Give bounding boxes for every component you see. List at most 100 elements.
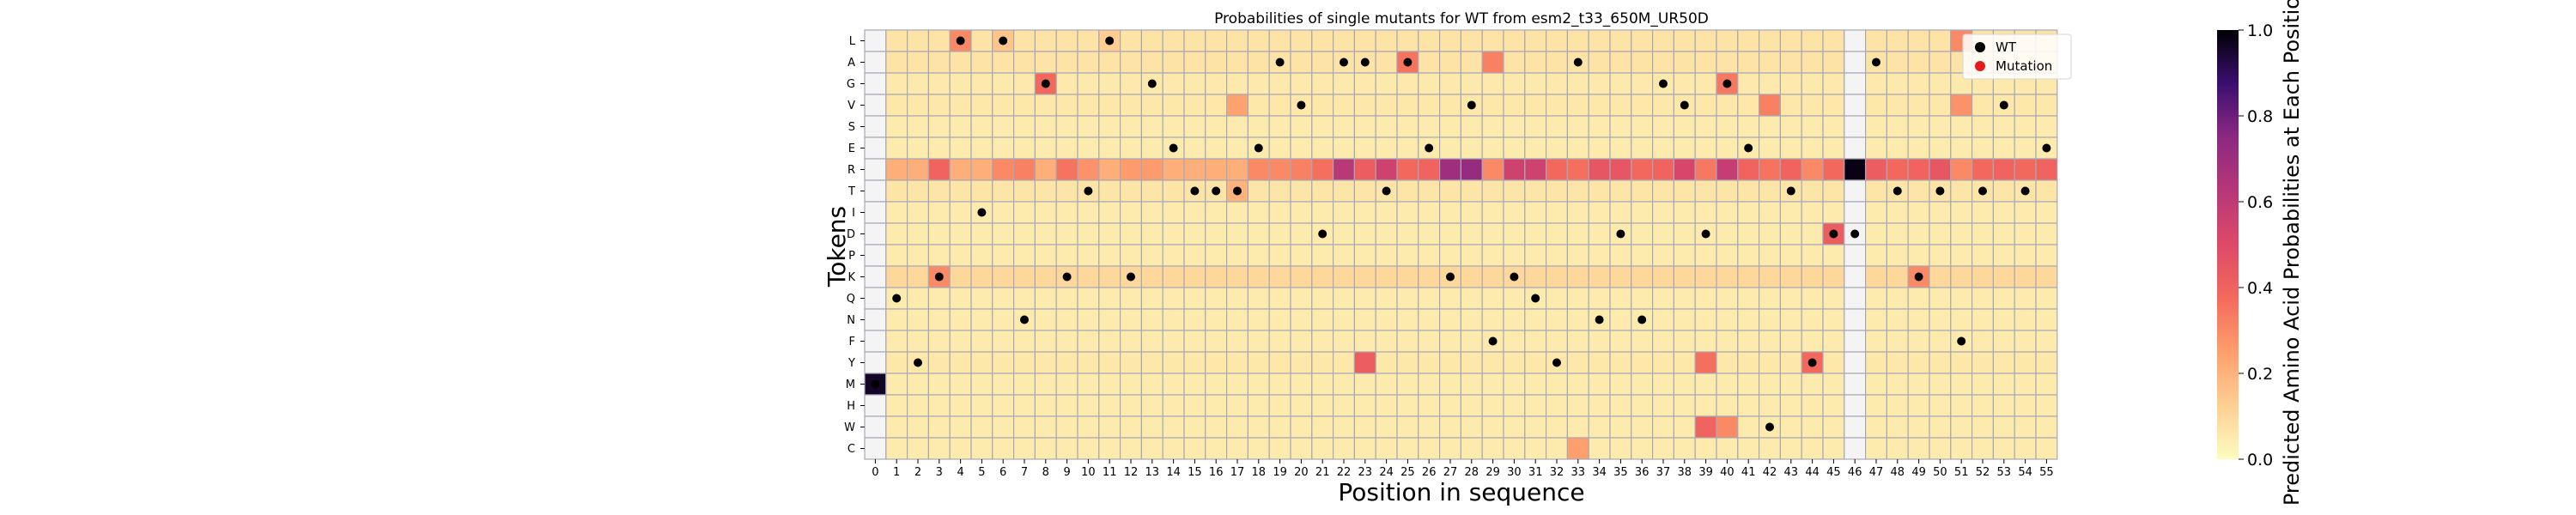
heatmap-cell [2014,287,2037,310]
heatmap-cell [1396,115,1419,138]
heatmap-cell [1098,308,1121,331]
heatmap-cell [1183,29,1206,52]
heatmap-cell [1865,308,1888,331]
heatmap-cell [1290,179,1313,203]
heatmap-cell [1012,373,1036,396]
heatmap-cell [1353,351,1376,374]
heatmap-cell [1992,394,2015,417]
heatmap-cell [1332,415,1355,439]
heatmap-cell [1865,351,1888,374]
heatmap-cell [1055,158,1078,181]
heatmap-cell [1801,308,1824,331]
heatmap-cell [1332,29,1355,52]
heatmap-cell [1844,94,1867,117]
heatmap-cell [1460,201,1483,224]
heatmap-cell [1886,265,1909,288]
x-tick-label: 19 [1273,466,1287,479]
heatmap-cell [1162,72,1185,95]
heatmap-cell [1844,265,1867,288]
heatmap-cell [1460,222,1483,245]
heatmap-cell [1034,179,1057,203]
heatmap-cell [1183,94,1206,117]
heatmap-cell [1779,265,1802,288]
heatmap-cell [1759,244,1782,267]
heatmap-cell [1247,158,1270,181]
heatmap-cell [1396,308,1419,331]
heatmap-cell [1183,72,1206,95]
heatmap-cell [1716,222,1739,245]
x-tick-label: 52 [1976,466,1990,479]
x-tick-label: 55 [2039,466,2054,479]
colorbar-tick-label: 1.0 [2247,21,2273,40]
wt-marker [1425,143,1434,153]
heatmap-cell [992,351,1015,374]
heatmap-cell [1268,115,1291,138]
heatmap-cell [1247,244,1270,267]
heatmap-cell [1119,415,1142,439]
heatmap-cell [1759,373,1782,396]
heatmap-cell [1907,72,1930,95]
heatmap-cell [1077,51,1100,74]
heatmap-cell [1631,201,1654,224]
heatmap-cell [1247,287,1270,310]
heatmap-cells [864,29,2058,460]
heatmap-cell [1759,201,1782,224]
heatmap-cell [1737,265,1760,288]
x-tick-label: 23 [1358,466,1373,479]
heatmap-cell [970,308,993,331]
heatmap-cell [949,330,972,353]
heatmap-cell [1779,330,1802,353]
wt-marker [1147,79,1157,88]
heatmap-cell [949,115,972,138]
heatmap-cell [2035,308,2058,331]
heatmap-cell [1737,330,1760,353]
heatmap-cell [1971,394,1995,417]
heatmap-cell [1716,136,1739,160]
heatmap-cell [1375,72,1398,95]
heatmap-cell [1673,115,1696,138]
wt-marker [1680,100,1689,110]
heatmap-cell [864,308,887,331]
heatmap-cell [1225,394,1249,417]
heatmap-cell [885,330,908,353]
heatmap-cell [864,94,887,117]
heatmap-cell [1524,51,1547,74]
heatmap-cell [1077,330,1100,353]
chart-title: Probabilities of single mutants for WT f… [1214,10,1709,27]
heatmap-cell [1332,201,1355,224]
heatmap-cell [1119,351,1142,374]
heatmap-cell [949,179,972,203]
heatmap-cell [1588,351,1611,374]
heatmap-cell [1694,415,1717,439]
heatmap-cell [1353,308,1376,331]
heatmap-cell [1566,29,1589,52]
heatmap-cell [1673,394,1696,417]
heatmap-cell [1119,158,1142,181]
heatmap-cell [1205,201,1228,224]
heatmap-cell [1865,330,1888,353]
heatmap-cell [1460,330,1483,353]
heatmap-cell [2014,373,2037,396]
colorbar-tick-label: 0.2 [2247,365,2273,384]
heatmap-cell [1865,115,1888,138]
heatmap-cell [1524,308,1547,331]
heatmap-cell [1503,415,1526,439]
heatmap-cell [1353,330,1376,353]
heatmap-cell [1992,115,2015,138]
heatmap-cell [2035,158,2058,181]
heatmap-cell [949,287,972,310]
x-tick-label: 33 [1571,466,1586,479]
heatmap-cell [1481,222,1504,245]
heatmap-cell [1375,222,1398,245]
wt-marker [2020,186,2030,196]
heatmap-cell [1077,115,1100,138]
heatmap-cell [1055,201,1078,224]
heatmap-cell [1844,179,1867,203]
heatmap-cell [1588,265,1611,288]
y-tick-label: V [848,100,855,112]
heatmap-cell [1865,136,1888,160]
y-tick-label: E [848,142,855,155]
heatmap-cell [1332,136,1355,160]
heatmap-cell [1566,351,1589,374]
heatmap-cell [1609,136,1632,160]
